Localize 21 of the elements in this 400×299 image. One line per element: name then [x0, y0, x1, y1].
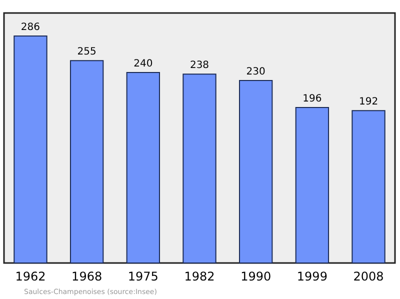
- x-tick-label: 1962: [15, 270, 46, 284]
- x-tick-label: 1990: [240, 270, 272, 284]
- bar: [352, 110, 386, 264]
- data-label: 192: [358, 96, 378, 108]
- data-label: 286: [20, 22, 40, 34]
- data-label: 255: [77, 46, 96, 58]
- bar: [295, 106, 330, 264]
- bar: [70, 60, 104, 264]
- data-label: 230: [246, 66, 266, 78]
- x-tick-label: 2008: [353, 270, 384, 284]
- data-label: 196: [302, 93, 322, 104]
- x-tick-label: 1982: [184, 270, 215, 284]
- x-tick-label: 1975: [128, 270, 158, 284]
- bar: [239, 80, 273, 264]
- bar: [182, 74, 216, 264]
- x-tick-label: 1968: [72, 270, 102, 284]
- bar: [14, 36, 48, 264]
- data-label: 238: [190, 60, 210, 72]
- bar: [126, 72, 160, 264]
- data-label: 240: [134, 58, 153, 70]
- x-tick-label: 1999: [296, 270, 328, 284]
